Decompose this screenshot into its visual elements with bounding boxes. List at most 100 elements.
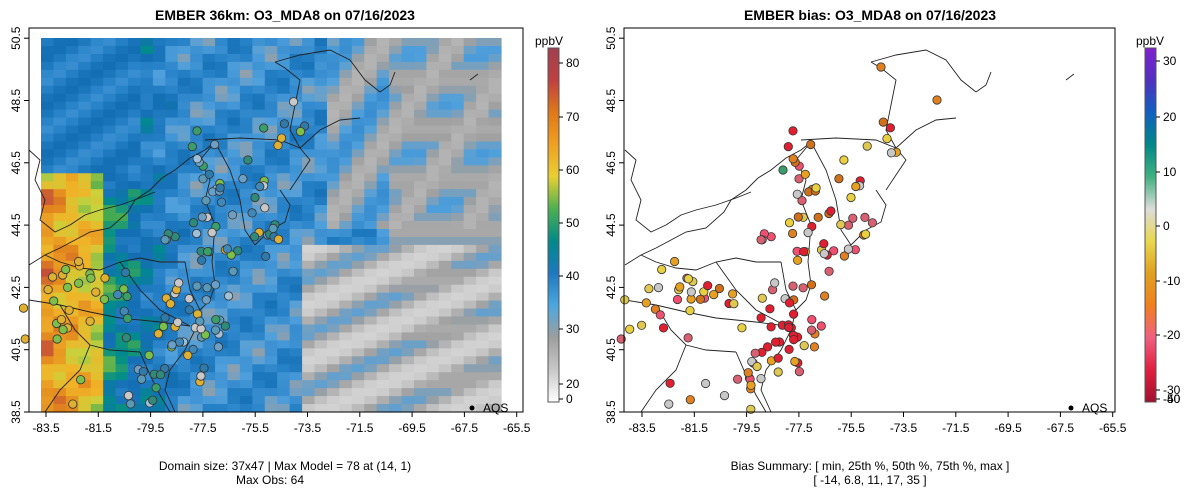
grid-cell (314, 404, 328, 413)
grid-cell (413, 300, 427, 310)
grid-cell (277, 236, 291, 246)
grid-cell (165, 380, 179, 389)
grid-cell (53, 348, 67, 357)
grid-cell (389, 181, 403, 190)
station-point (809, 342, 820, 352)
grid-cell (488, 117, 502, 127)
grid-cell (252, 284, 266, 294)
grid-cell (90, 117, 104, 127)
grid-cell (177, 45, 191, 55)
grid-cell (90, 276, 104, 286)
station-point (43, 284, 53, 295)
grid-cell (128, 125, 142, 135)
station-point (196, 324, 206, 334)
grid-cell (488, 221, 502, 230)
grid-cell (451, 38, 465, 47)
grid-cell (215, 308, 229, 318)
colorbar-tick-label: 70 (566, 110, 580, 124)
grid-cell (438, 236, 452, 246)
grid-cell (463, 252, 477, 262)
grid-cell (476, 141, 490, 151)
grid-cell (376, 300, 390, 310)
grid-cell (413, 404, 427, 413)
grid-cell (90, 260, 104, 270)
grid-cell (65, 133, 79, 143)
grid-cell (115, 356, 129, 365)
grid-cell (314, 380, 328, 389)
grid-cell (65, 221, 79, 230)
station-point (184, 294, 194, 304)
left-caption-1: Domain size: 37x47 | Max Model = 78 at (… (159, 459, 411, 473)
grid-cell (90, 173, 104, 182)
y-tick-label: 38.5 (9, 400, 23, 424)
grid-cell (103, 189, 117, 198)
grid-cell (78, 284, 92, 294)
boundary-line (164, 261, 201, 413)
grid-cell (165, 85, 179, 95)
grid-cell (351, 173, 365, 182)
grid-cell (426, 69, 440, 79)
grid-cell (53, 244, 67, 254)
grid-cell (451, 228, 465, 238)
grid-cell (289, 396, 303, 405)
grid-cell (90, 69, 104, 79)
grid-cell (264, 213, 278, 222)
boundary-line (28, 141, 216, 266)
grid-cell (177, 300, 191, 310)
station-point (255, 181, 265, 192)
grid-cell (78, 133, 92, 143)
grid-cell (190, 77, 204, 87)
grid-cell (190, 205, 204, 214)
grid-cell (488, 316, 502, 326)
station-point (811, 183, 821, 193)
grid-cell (277, 276, 291, 286)
grid-cell (128, 69, 142, 79)
grid-cell (438, 101, 452, 111)
grid-cell (389, 53, 403, 63)
grid-cell (190, 260, 204, 270)
grid-cell (152, 276, 166, 286)
grid-cell (364, 101, 378, 111)
station-point (641, 298, 651, 308)
x-tick-label: -81.5 (85, 421, 113, 435)
grid-cell (152, 284, 166, 294)
grid-cell (190, 165, 204, 174)
grid-cell (413, 284, 427, 294)
grid-cell (389, 244, 403, 254)
station-point (138, 366, 148, 377)
grid-cell (463, 364, 477, 373)
grid-cell (140, 356, 154, 365)
grid-cell (252, 221, 266, 230)
grid-cell (41, 173, 55, 182)
grid-cell (78, 276, 92, 286)
grid-cell (177, 85, 191, 95)
grid-cell (177, 268, 191, 278)
grid-cell (326, 61, 340, 71)
grid-cell (401, 221, 415, 230)
grid-cell (128, 149, 142, 158)
station-point (784, 298, 795, 308)
station-point (806, 280, 817, 290)
grid-cell (364, 38, 378, 47)
grid-cell (78, 69, 92, 79)
grid-cell (302, 197, 316, 206)
grid-cell (302, 38, 316, 47)
grid-cell (78, 213, 92, 222)
boundary-line (810, 141, 852, 246)
grid-cell (339, 197, 353, 206)
boundary-line (665, 191, 752, 226)
grid-cell (277, 252, 291, 262)
grid-cell (451, 213, 465, 222)
grid-cell (289, 189, 303, 198)
grid-cell (426, 364, 440, 373)
grid-cell (302, 77, 316, 87)
y-tick-label: 42.5 (604, 275, 618, 299)
grid-cell (463, 348, 477, 357)
grid-cell (463, 141, 477, 151)
right-station-points (616, 62, 942, 414)
grid-cell (488, 69, 502, 79)
left-caption-2: Max Obs: 64 (236, 473, 304, 487)
grid-cell (239, 348, 253, 357)
grid-cell (90, 300, 104, 310)
boundary-line (885, 147, 907, 191)
